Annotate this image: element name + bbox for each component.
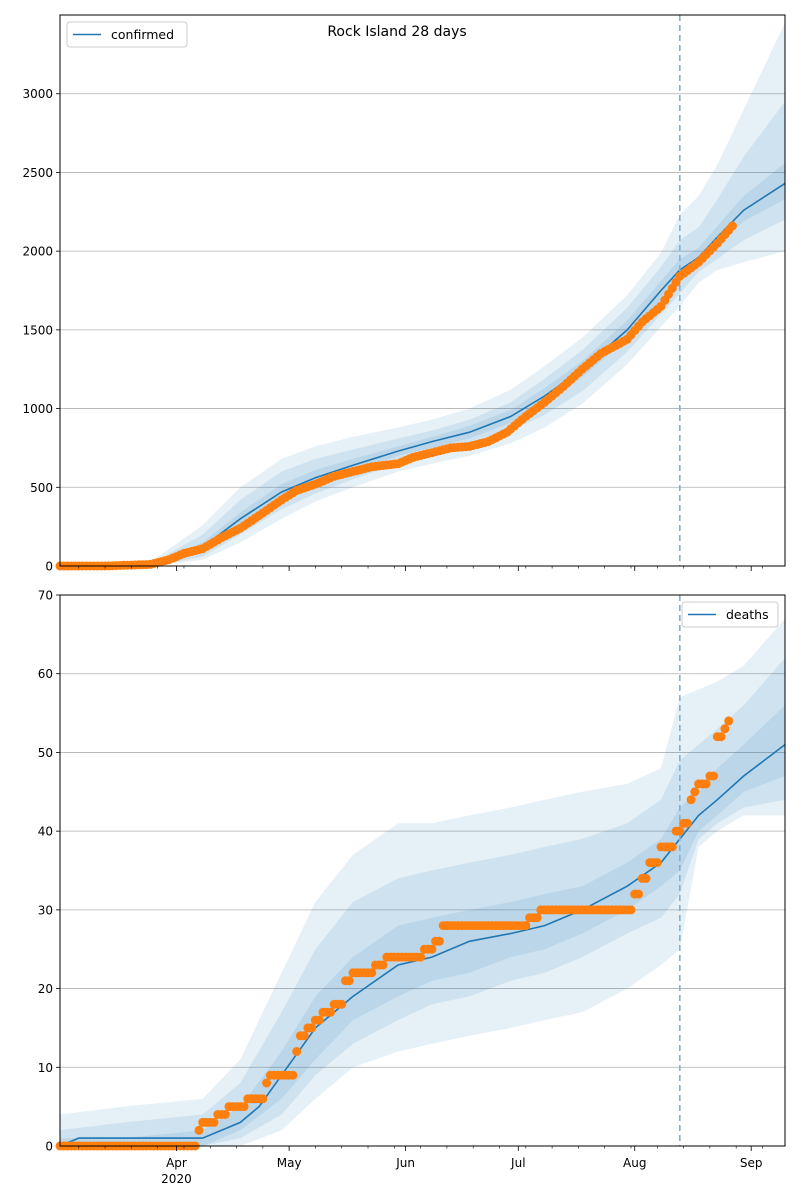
confirmed-ytick-label: 3000 xyxy=(22,87,53,101)
deaths-ytick-label: 10 xyxy=(38,1061,53,1075)
deaths-observed-point xyxy=(667,842,677,852)
deaths-ytick-label: 50 xyxy=(38,746,53,760)
deaths-observed-point xyxy=(521,921,531,931)
deaths-ytick-label: 20 xyxy=(38,982,53,996)
deaths-observed-point xyxy=(709,771,719,781)
confirmed-ytick-label: 2000 xyxy=(22,245,53,259)
deaths-observed-point xyxy=(720,724,730,734)
deaths-observed-point xyxy=(626,905,636,915)
deaths-observed-point xyxy=(427,944,437,954)
deaths-ytick-label: 70 xyxy=(38,589,53,603)
deaths-observed-point xyxy=(378,960,388,970)
xtick-year-label: 2020 xyxy=(161,1172,192,1186)
deaths-observed-point xyxy=(258,1094,268,1104)
deaths-observed-point xyxy=(686,795,696,805)
deaths-observed-point xyxy=(367,968,377,978)
confirmed-axes-frame xyxy=(59,14,786,567)
deaths-ytick-label: 40 xyxy=(38,825,53,839)
deaths-observed-point xyxy=(652,858,662,868)
deaths-legend-box xyxy=(681,601,779,628)
deaths-axes-frame xyxy=(59,594,786,1147)
deaths-legend-label: deaths xyxy=(726,607,769,622)
confirmed-ytick-label: 1500 xyxy=(22,323,53,337)
deaths-observed-point xyxy=(416,952,426,962)
deaths-observed-point xyxy=(701,779,711,789)
deaths-ytick-label: 30 xyxy=(38,903,53,917)
deaths-observed-point xyxy=(299,1031,309,1041)
deaths-observed-point xyxy=(690,787,700,797)
xtick-label: Jun xyxy=(395,1156,415,1170)
deaths-observed-point xyxy=(641,873,651,883)
deaths-observed-point xyxy=(532,913,542,923)
confirmed-observed-point xyxy=(727,221,737,231)
deaths-observed-point xyxy=(337,999,347,1009)
confirmed-ytick-label: 2500 xyxy=(22,166,53,180)
deaths-observed-point xyxy=(239,1102,249,1112)
deaths-ytick-label: 0 xyxy=(45,1140,53,1154)
deaths-observed-point xyxy=(634,889,643,899)
deaths-observed-point xyxy=(288,1070,298,1080)
deaths-observed-point xyxy=(314,1015,324,1025)
deaths-observed-point xyxy=(716,732,726,742)
xtick-label: Jul xyxy=(510,1156,525,1170)
deaths-observed-point xyxy=(220,1110,230,1119)
deaths-observed-point xyxy=(194,1125,204,1135)
xtick-label: May xyxy=(277,1156,302,1170)
confirmed-legend-label: confirmed xyxy=(111,27,174,42)
deaths-panel: 0 10 20 30 40 50 60 70 Apr 2020 May Jun Jul Aug Sep dea… xyxy=(38,589,786,1186)
deaths-observed-point xyxy=(307,1023,317,1033)
deaths-ytick-label: 60 xyxy=(38,667,53,681)
confirmed-panel: 0 500 1000 1500 2000 2500 3000 confirmed xyxy=(22,14,786,574)
confirmed-ytick-label: 0 xyxy=(45,560,53,574)
deaths-observed-point xyxy=(209,1117,219,1127)
confirmed-ytick-label: 1000 xyxy=(22,402,53,416)
deaths-observed-point xyxy=(675,826,685,836)
deaths-observed-point xyxy=(682,818,692,828)
confirmed-interval-band xyxy=(60,101,785,566)
chart-title: Rock Island 28 days xyxy=(327,24,466,40)
deaths-observed-point xyxy=(292,1047,302,1056)
xtick-label: Sep xyxy=(740,1156,763,1170)
deaths-interval-band xyxy=(60,658,785,1146)
xtick-label: Aug xyxy=(623,1156,646,1170)
deaths-observed-point xyxy=(724,716,734,726)
deaths-observed-point xyxy=(326,1007,335,1017)
confirmed-legend-box xyxy=(66,21,188,48)
xtick-label: Apr xyxy=(166,1156,187,1170)
confirmed-ytick-label: 500 xyxy=(30,481,53,495)
deaths-observed-point xyxy=(262,1078,272,1088)
deaths-interval-band xyxy=(60,705,785,1146)
deaths-observed-point xyxy=(434,936,444,946)
deaths-observed-point xyxy=(344,976,354,986)
deaths-interval-band xyxy=(60,618,785,1146)
